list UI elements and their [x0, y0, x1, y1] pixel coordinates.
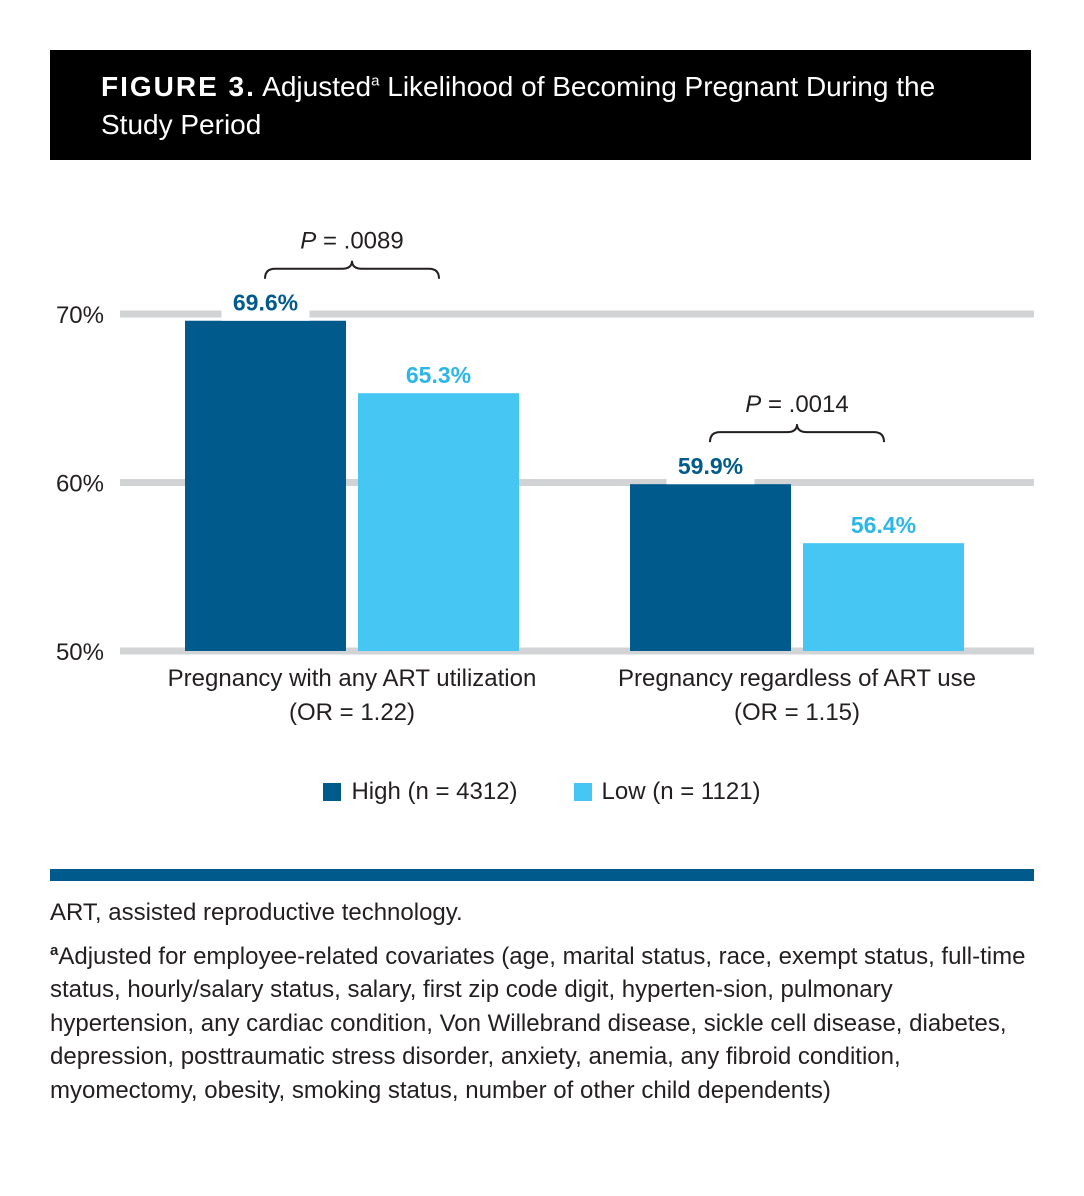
divider-rule: [50, 869, 1034, 881]
x-category-note: (OR = 1.15): [734, 699, 860, 726]
y-tick-label: 50%: [56, 639, 104, 666]
p-value-annotation: P = .0014: [745, 391, 848, 418]
x-category-note: (OR = 1.22): [289, 699, 415, 726]
footnote-adjustment: aAdjusted for employee-related covariate…: [50, 940, 1040, 1108]
x-category-label: Pregnancy regardless of ART use: [618, 665, 976, 692]
footnotes: ART, assisted reproductive technology. a…: [50, 896, 1040, 1107]
bar: [803, 543, 964, 651]
p-value-annotation: P = .0089: [300, 228, 403, 255]
bar: [358, 393, 519, 651]
title-superscript: a: [371, 72, 380, 90]
y-tick-label: 70%: [56, 302, 104, 329]
legend-item-low: Low (n = 1121): [573, 778, 761, 806]
data-label: 59.9%: [678, 453, 743, 479]
x-category-label: Pregnancy with any ART utilization: [168, 665, 537, 692]
footnote-mark: a: [50, 941, 59, 959]
footnote-abbreviations: ART, assisted reproductive technology.: [50, 899, 463, 926]
figure-label: FIGURE 3.: [101, 71, 256, 102]
legend-label-high: High (n = 4312): [351, 778, 518, 805]
chart-legend: High (n = 4312) Low (n = 1121): [0, 778, 1084, 806]
data-label: 69.6%: [233, 290, 298, 316]
data-label: 56.4%: [851, 512, 916, 538]
significance-bracket: [709, 424, 885, 443]
y-tick-label: 60%: [56, 471, 104, 498]
figure-header: FIGURE 3. Adjusteda Likelihood of Becomi…: [50, 50, 1031, 160]
bar: [630, 484, 791, 651]
legend-swatch-low: [573, 783, 592, 801]
legend-swatch-high: [323, 783, 342, 801]
data-label-background: [666, 454, 755, 485]
significance-bracket: [264, 260, 440, 279]
legend-item-high: High (n = 4312): [323, 778, 518, 806]
data-label: 65.3%: [406, 362, 471, 388]
figure-title: FIGURE 3. Adjusteda Likelihood of Becomi…: [101, 68, 1001, 144]
bar-chart: 50% 60% 70% 69.6% 65.3% Pregnancy with any AR…: [56, 228, 1034, 726]
data-label-background: [221, 290, 310, 321]
title-text-post: Likelihood of Becoming Pregnant During t…: [101, 71, 936, 140]
title-text-pre: Adjusted: [262, 71, 372, 102]
bar: [185, 320, 346, 651]
legend-label-low: Low (n = 1121): [601, 778, 761, 805]
footnote-adjustment-text: Adjusted for employee-related covariates…: [50, 942, 1026, 1104]
